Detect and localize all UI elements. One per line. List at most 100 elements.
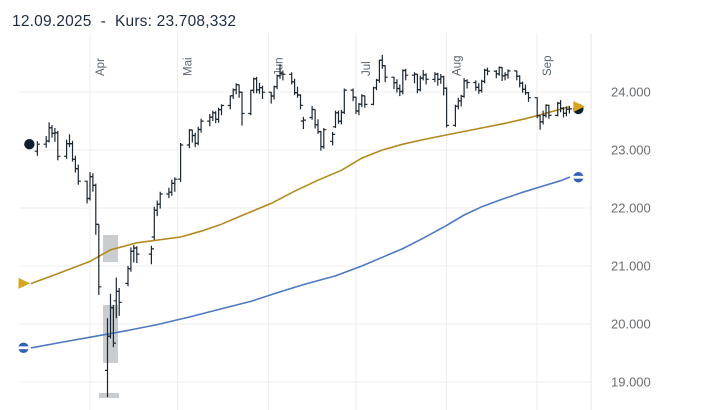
ohlc-bar: [93, 183, 99, 235]
series-markers: [18, 101, 585, 353]
ohlc-bar: [566, 106, 572, 114]
ohlc-bar: [376, 59, 382, 83]
ohlc-bar: [330, 132, 336, 146]
ohlc-bar: [543, 104, 549, 118]
ohlc-bar: [289, 72, 295, 85]
ohlc-bar: [502, 72, 508, 81]
ohlc-bar: [394, 79, 400, 93]
ohlc-bars: [34, 54, 572, 398]
ohlc-bar: [271, 85, 277, 100]
ohlc-bar: [251, 77, 257, 94]
ohlc-bar: [517, 75, 523, 88]
ohlc-bar: [438, 74, 444, 84]
ohlc-bar: [207, 114, 213, 127]
ohlc-bar: [148, 245, 154, 265]
ohlc-bar: [452, 104, 458, 127]
ohlc-bar: [464, 79, 470, 89]
ohlc-bar: [84, 180, 90, 204]
ohlc-bar: [43, 136, 49, 148]
chart-header-title: 12.09.2025 - Kurs: 23.708,332: [12, 13, 237, 30]
ohlc-bar: [441, 75, 447, 96]
ohlc-bar: [560, 107, 567, 118]
ohlc-bar: [362, 95, 368, 108]
ohlc-bar: [116, 288, 122, 316]
ma_slow-end-marker-stripe: [573, 175, 584, 179]
ohlc-bar: [400, 69, 406, 95]
ohlc-bar: [157, 191, 163, 209]
ohlc-bar: [499, 66, 505, 81]
ohlc-bar: [514, 70, 520, 81]
ohlc-bar: [335, 110, 342, 124]
bar-shadow: [99, 393, 119, 398]
y-axis-label: 19.000: [611, 375, 651, 390]
ohlc-bar: [198, 118, 204, 133]
bar-shadow: [103, 235, 118, 262]
ohlc-bar: [297, 94, 304, 110]
ohlc-bar: [379, 54, 385, 69]
ohlc-bar: [268, 91, 274, 104]
ohlc-bar: [520, 81, 526, 93]
ohlc-bar: [312, 108, 318, 129]
ohlc-bar: [423, 73, 429, 85]
y-axis-label: 20.000: [611, 317, 651, 332]
ohlc-bar: [72, 155, 78, 173]
ohlc-bar: [186, 129, 192, 149]
ohlc-bar: [52, 128, 58, 142]
ohlc-bar: [172, 177, 178, 192]
ohlc-bar: [414, 73, 420, 94]
ohlc-bar: [90, 173, 96, 192]
y-axis-label: 22.000: [611, 201, 651, 216]
ohlc-bar: [49, 125, 55, 138]
gridlines: [20, 33, 592, 410]
month-label: Jun: [273, 57, 285, 76]
y-axis-label: 23.000: [611, 143, 651, 158]
ohlc-bar: [66, 134, 73, 148]
ohlc-bar: [46, 122, 52, 143]
ohlc-bar: [370, 86, 377, 106]
ohlc-bar: [96, 223, 102, 295]
ohlc-bar: [64, 139, 70, 159]
ohlc-bar: [537, 115, 543, 130]
ohlc-bar: [151, 206, 157, 240]
ohlc-bar: [455, 97, 461, 110]
ohlc-bar: [397, 84, 403, 97]
ohlc-bar: [248, 89, 254, 116]
ohlc-bar: [259, 85, 266, 99]
ohlc-bar: [55, 130, 61, 161]
month-label: Apr: [95, 58, 107, 76]
month-label: Jul: [361, 61, 373, 76]
ohlc-bar: [178, 143, 184, 182]
ohlc-bar: [236, 84, 242, 98]
ohlc-bar: [227, 95, 233, 110]
ohlc-bar: [382, 65, 388, 83]
ohlc-bar: [350, 88, 356, 102]
ohlc-bar: [318, 130, 324, 151]
ohlc-bar: [546, 104, 552, 119]
ohlc-bar: [300, 116, 306, 130]
y-axis-labels: 24.000 23.000 22.000 21.000 20.000 19.000: [611, 85, 651, 390]
ma_slow-start-marker-stripe: [18, 346, 29, 350]
ohlc-bar: [239, 91, 245, 126]
ohlc-bar: [192, 132, 198, 148]
ohlc-bar: [484, 67, 491, 76]
ohlc-bar: [356, 103, 362, 116]
ohlc-bar: [505, 69, 511, 79]
ohlc-bar: [110, 304, 116, 348]
ohlc-bar: [166, 187, 172, 199]
y-axis-label: 24.000: [611, 85, 651, 100]
ohlc-bar: [34, 141, 40, 156]
ohlc-bar: [218, 104, 225, 116]
ohlc-bar: [75, 164, 81, 185]
x-axis-month-labels: Apr Mai Jun Jul Aug Sep: [95, 56, 554, 76]
ohlc-bar: [213, 111, 219, 124]
ohlc-bar: [210, 110, 216, 121]
month-label: Sep: [542, 56, 554, 76]
ohlc-bar: [444, 87, 450, 128]
ma_fast-start-marker: [18, 277, 31, 289]
ma-line-ma_slow: [30, 176, 571, 349]
y-axis-label: 21.000: [611, 259, 651, 274]
month-label: Mai: [183, 57, 195, 76]
ohlc-bar: [522, 84, 529, 95]
